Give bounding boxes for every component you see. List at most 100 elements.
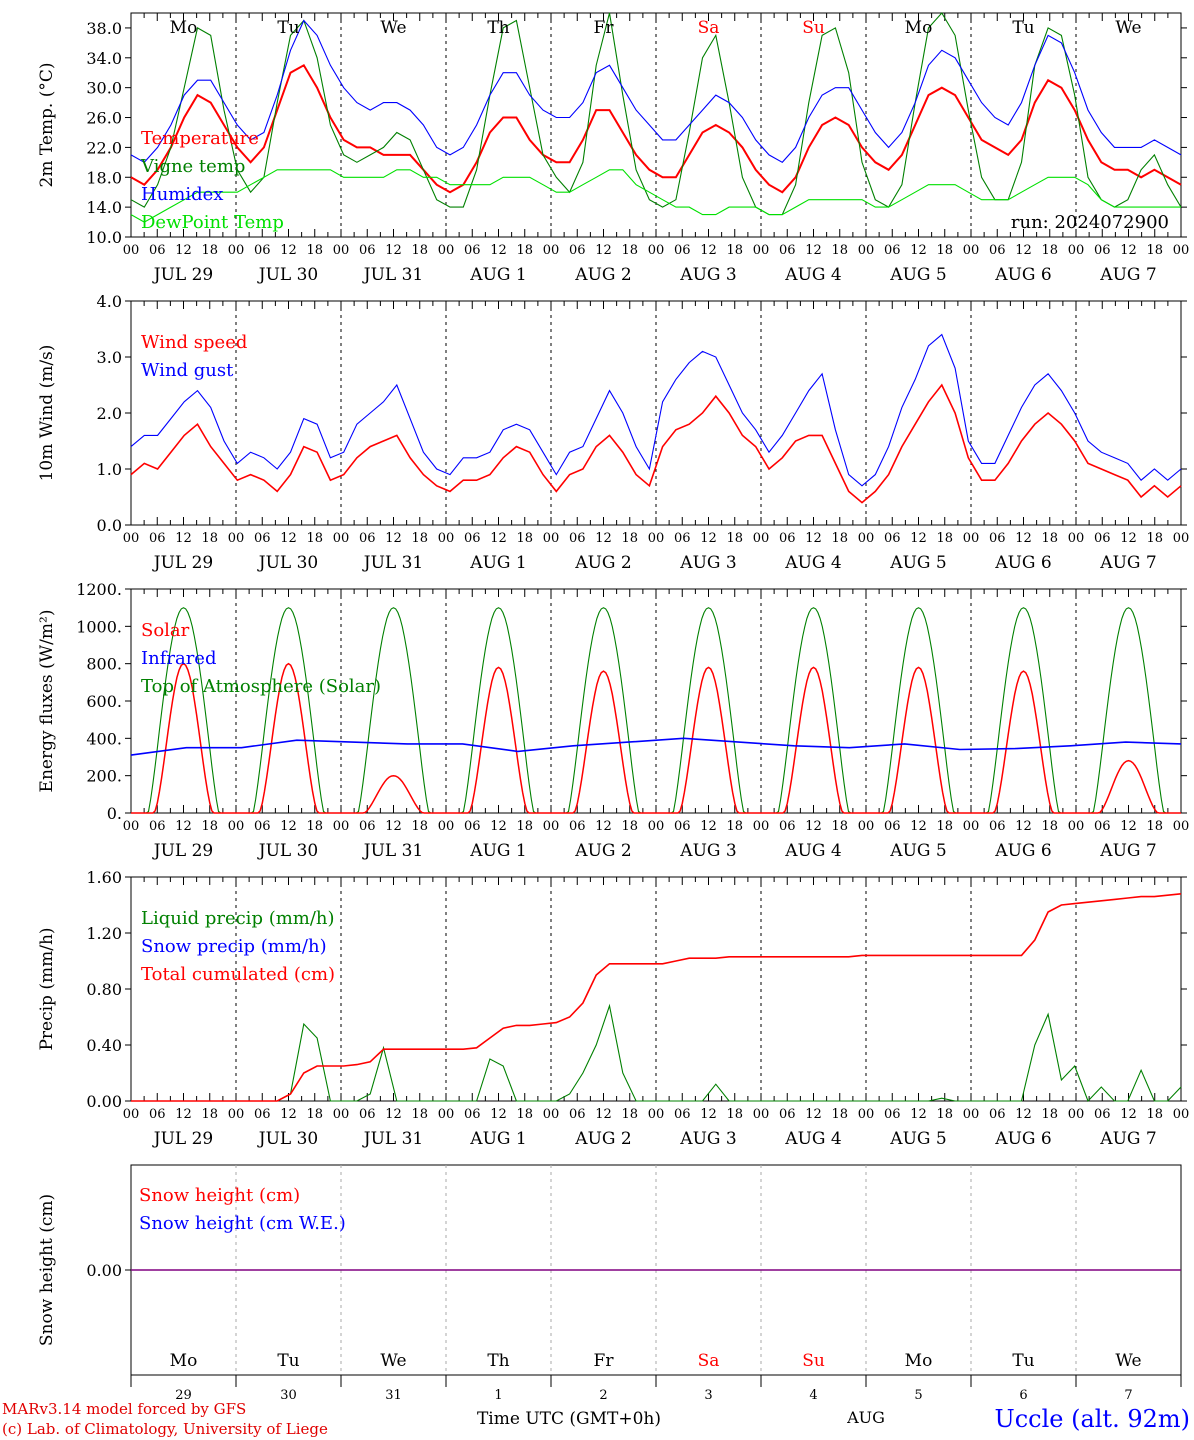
hour-tick-label: 00 — [438, 243, 455, 258]
hour-tick-label: 12 — [1015, 819, 1032, 834]
series-line — [130, 19, 1182, 163]
day-number-label: 5 — [914, 1388, 922, 1403]
hour-tick-label: 00 — [123, 531, 140, 546]
y-tick-label: 0.40 — [86, 1036, 122, 1055]
date-label: JUL 29 — [152, 1129, 213, 1149]
hour-tick-label: 18 — [1041, 243, 1058, 258]
hour-tick-label: 12 — [700, 243, 717, 258]
hour-tick-label: 00 — [1173, 531, 1190, 546]
hour-tick-label: 12 — [490, 531, 507, 546]
hour-tick-label: 12 — [1120, 1107, 1137, 1122]
hour-tick-label: 18 — [1146, 819, 1163, 834]
date-label: AUG 1 — [469, 553, 526, 573]
hour-tick-label: 06 — [884, 531, 901, 546]
hour-tick-label: 00 — [1173, 243, 1190, 258]
date-label: AUG 6 — [994, 1129, 1051, 1149]
hour-tick-label: 12 — [1015, 531, 1032, 546]
hour-tick-label: 06 — [674, 243, 691, 258]
date-label: AUG 6 — [994, 841, 1051, 861]
hour-tick-label: 00 — [753, 531, 770, 546]
date-label: JUL 29 — [152, 265, 213, 285]
hour-tick-label: 12 — [805, 1107, 822, 1122]
hour-tick-label: 06 — [989, 243, 1006, 258]
hour-tick-label: 00 — [858, 819, 875, 834]
legend-entry: Snow precip (mm/h) — [141, 936, 327, 957]
run-label: run: 2024072900 — [1011, 212, 1169, 233]
hour-tick-label: 00 — [123, 1107, 140, 1122]
hour-tick-label: 00 — [123, 819, 140, 834]
hour-tick-label: 12 — [385, 1107, 402, 1122]
y-tick-label: 2.0 — [97, 404, 122, 423]
legend-entry: Snow height (cm W.E.) — [139, 1213, 346, 1234]
hour-tick-label: 00 — [1068, 819, 1085, 834]
hour-tick-label: 18 — [936, 243, 953, 258]
legend-entry: Liquid precip (mm/h) — [141, 908, 335, 929]
hour-tick-label: 12 — [595, 819, 612, 834]
hour-tick-label: 06 — [989, 531, 1006, 546]
date-label: JUL 30 — [257, 265, 318, 285]
panel-3-frame — [130, 588, 1182, 814]
hour-tick-label: 06 — [1094, 243, 1111, 258]
y-tick-label: 1.0 — [97, 460, 122, 479]
hour-tick-label: 18 — [831, 531, 848, 546]
hour-tick-label: 00 — [1068, 531, 1085, 546]
hour-tick-label: 00 — [648, 531, 665, 546]
hour-tick-label: 06 — [674, 531, 691, 546]
hour-tick-label: 12 — [385, 531, 402, 546]
y-axis-label: 10m Wind (m/s) — [37, 345, 57, 482]
hour-tick-label: 00 — [543, 531, 560, 546]
day-number-label: 6 — [1019, 1388, 1027, 1403]
panel-2-frame — [130, 300, 1182, 526]
hour-tick-label: 12 — [1120, 819, 1137, 834]
hour-tick-label: 18 — [411, 243, 428, 258]
hour-tick-label: 00 — [648, 1107, 665, 1122]
legend-entry: Solar — [141, 620, 190, 641]
month-label: AUG — [846, 1408, 885, 1427]
hour-tick-label: 12 — [175, 531, 192, 546]
hour-tick-label: 00 — [228, 243, 245, 258]
date-label: AUG 7 — [1099, 553, 1156, 573]
hour-tick-label: 06 — [569, 819, 586, 834]
hour-tick-label: 00 — [543, 243, 560, 258]
series-line — [130, 333, 1182, 487]
hour-tick-label: 06 — [359, 1107, 376, 1122]
credit-line-1: MARv3.14 model forced by GFS — [2, 1400, 246, 1418]
y-tick-label: 0. — [107, 804, 122, 823]
hour-tick-label: 18 — [306, 1107, 323, 1122]
y-axis-label: Snow height (cm) — [37, 1194, 57, 1346]
day-number-label: 3 — [704, 1388, 712, 1403]
legend-entry: Wind speed — [141, 332, 247, 353]
hour-tick-label: 18 — [411, 531, 428, 546]
y-tick-label: 1200. — [76, 580, 122, 599]
weekday-label: We — [1115, 18, 1141, 38]
hour-tick-label: 00 — [858, 1107, 875, 1122]
hour-tick-label: 12 — [595, 531, 612, 546]
date-label: AUG 4 — [784, 1129, 841, 1149]
hour-tick-label: 06 — [779, 531, 796, 546]
hour-tick-label: 18 — [1041, 819, 1058, 834]
hour-tick-label: 12 — [385, 243, 402, 258]
date-label: AUG 3 — [679, 841, 736, 861]
series-line — [131, 893, 1182, 1102]
date-label: AUG 6 — [994, 553, 1051, 573]
weekday-label: Tu — [277, 18, 299, 38]
hour-tick-label: 12 — [280, 531, 297, 546]
legend-entry: Top of Atmosphere (Solar) — [141, 676, 381, 697]
y-tick-label: 0.00 — [86, 1092, 122, 1111]
hour-tick-label: 06 — [359, 819, 376, 834]
hour-tick-label: 12 — [175, 1107, 192, 1122]
date-label: AUG 2 — [574, 265, 631, 285]
hour-tick-label: 18 — [201, 531, 218, 546]
hour-tick-label: 12 — [910, 531, 927, 546]
y-tick-label: 1.60 — [86, 868, 122, 887]
hour-tick-label: 00 — [753, 243, 770, 258]
hour-tick-label: 06 — [674, 1107, 691, 1122]
series-line — [130, 63, 1182, 194]
y-tick-label: 4.0 — [97, 292, 122, 311]
hour-tick-label: 18 — [621, 819, 638, 834]
hour-tick-label: 18 — [516, 531, 533, 546]
hour-tick-label: 00 — [648, 819, 665, 834]
hour-tick-label: 18 — [201, 243, 218, 258]
y-tick-label: 18.0 — [86, 168, 122, 187]
y-tick-label: 14.0 — [86, 198, 122, 217]
